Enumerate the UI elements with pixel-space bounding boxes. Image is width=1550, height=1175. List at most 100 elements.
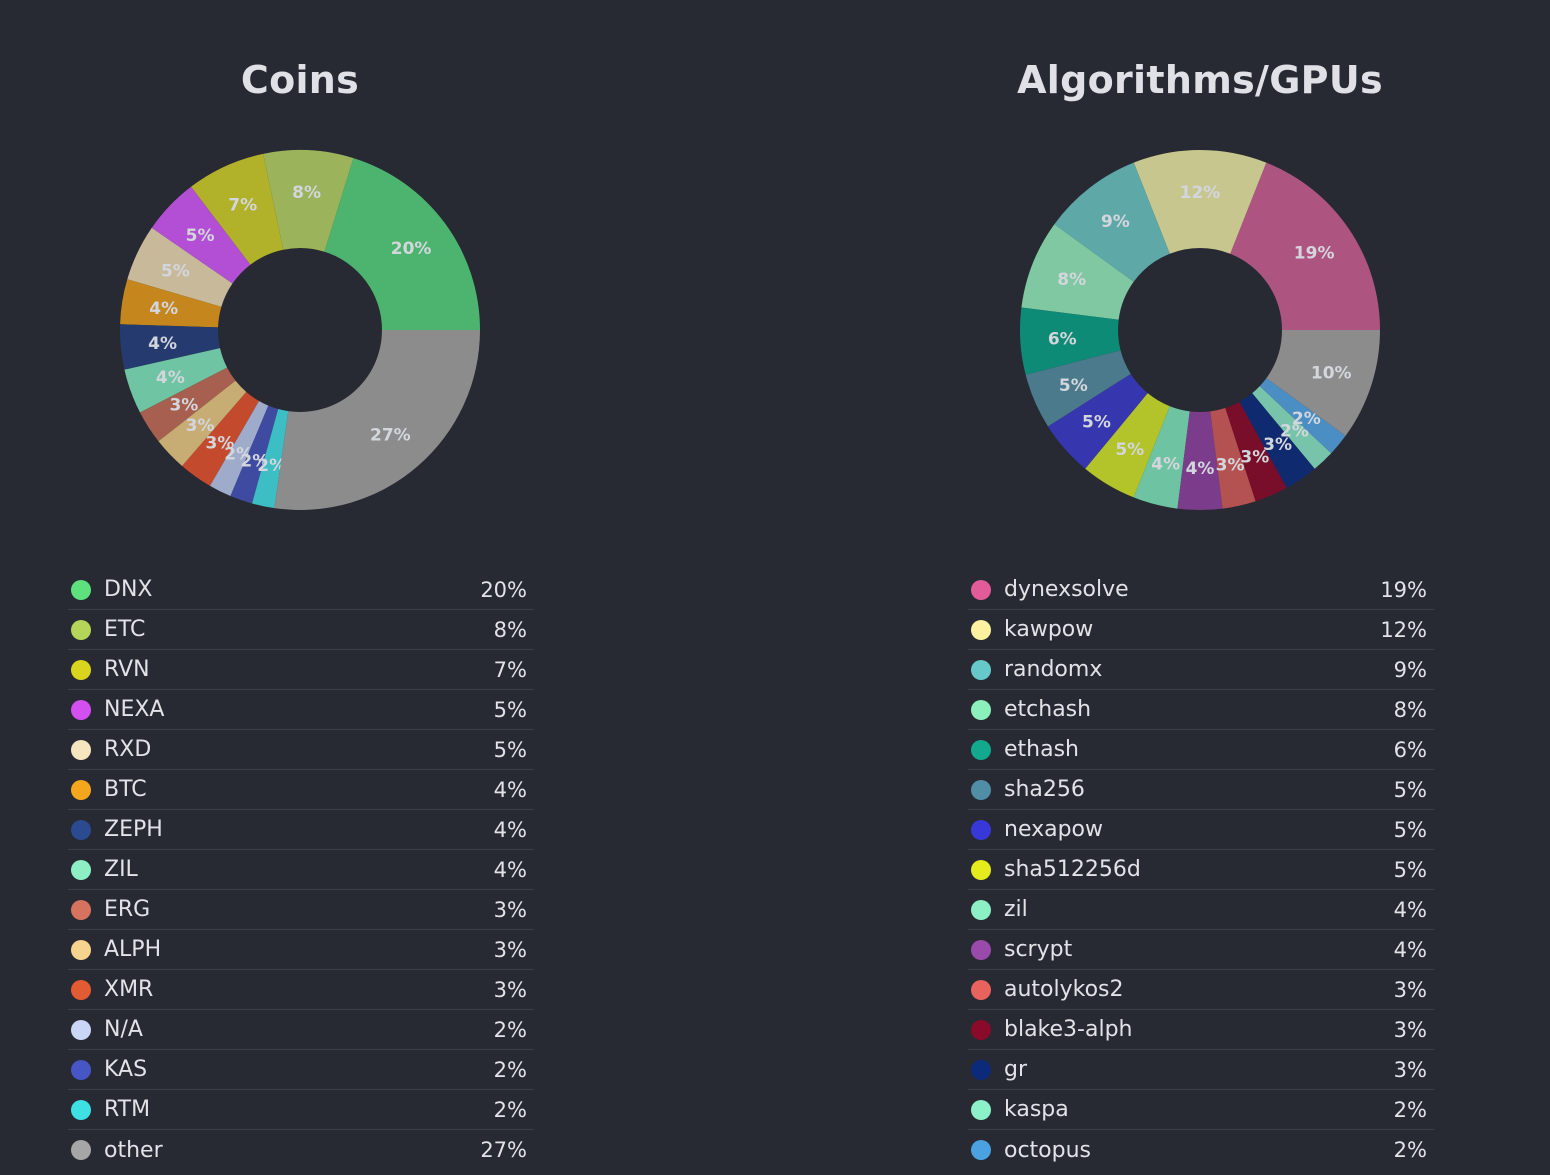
coins-slice-dnx[interactable] <box>324 158 480 330</box>
coins-legend-row-rvn[interactable]: RVN 7% <box>68 650 534 690</box>
algorithms-legend: dynexsolve 19% kawpow 12% randomx 9% etchash 8%… <box>968 570 1434 1170</box>
coins-slice-xmr[interactable] <box>182 391 259 486</box>
coins-legend-row-etc[interactable]: ETC 8% <box>68 610 534 650</box>
coins-slice-kas[interactable] <box>230 405 279 504</box>
coins-slice-rvn[interactable] <box>190 153 284 265</box>
algorithms-slice-gr[interactable] <box>1239 393 1315 488</box>
coins-slice-etc[interactable] <box>263 150 354 252</box>
coins-legend-row-zil[interactable]: ZIL 4% <box>68 850 534 890</box>
coins-legend-swatch <box>71 659 91 680</box>
algorithms-slice-ethash[interactable] <box>1020 307 1121 375</box>
algorithms-slice-octopus[interactable] <box>1259 378 1346 454</box>
coins-legend-row-zeph[interactable]: ZEPH 4% <box>68 810 534 850</box>
coins-legend-row-nexa[interactable]: NEXA 5% <box>68 690 534 730</box>
coins-slice-nexa[interactable] <box>151 186 251 284</box>
algorithms-legend-row-ethash[interactable]: ethash 6% <box>968 730 1434 770</box>
algorithms-legend-row-sha512256d[interactable]: sha512256d 5% <box>968 850 1434 890</box>
algorithms-slice-label-kawpow: 12% <box>1180 183 1221 203</box>
coins-slice-label-erg: 3% <box>169 396 198 416</box>
coins-legend-row-dnx[interactable]: DNX 20% <box>68 570 534 610</box>
coins-legend-label: NEXA <box>104 697 165 722</box>
coins-slice-rtm[interactable] <box>252 409 289 509</box>
coins-legend-label: DNX <box>104 577 153 602</box>
algorithms-legend-label: randomx <box>1004 657 1103 682</box>
coins-slice-zeph[interactable] <box>119 324 221 370</box>
algorithms-slice-autolykos2[interactable] <box>1210 407 1256 509</box>
coins-slice-label-zil: 4% <box>156 368 185 388</box>
algorithms-legend-swatch <box>971 619 991 640</box>
coins-slice-btc[interactable] <box>120 279 222 328</box>
coins-legend-row-rtm[interactable]: RTM 2% <box>68 1090 534 1130</box>
algorithms-slice-label-nexapow: 5% <box>1082 412 1111 432</box>
algorithms-legend-row-blake3-alph[interactable]: blake3-alph 3% <box>968 1010 1434 1050</box>
coins-legend-label: ALPH <box>104 937 162 962</box>
algorithms-legend-swatch <box>971 819 991 840</box>
coins-legend-swatch <box>71 979 91 1000</box>
algorithms-slice-label-sha256: 5% <box>1059 376 1088 396</box>
coins-legend-row-n-a[interactable]: N/A 2% <box>68 1010 534 1050</box>
algorithms-legend-row-dynexsolve[interactable]: dynexsolve 19% <box>968 570 1434 610</box>
algorithms-legend-row-etchash[interactable]: etchash 8% <box>968 690 1434 730</box>
coins-slice-erg[interactable] <box>140 367 236 442</box>
algorithms-legend-row-zil[interactable]: zil 4% <box>968 890 1434 930</box>
coins-legend-row-alph[interactable]: ALPH 3% <box>68 930 534 970</box>
algorithms-slice-label-blake3-alph: 3% <box>1240 448 1269 468</box>
algorithms-legend-swatch <box>971 979 991 1000</box>
algorithms-legend-row-kaspa[interactable]: kaspa 2% <box>968 1090 1434 1130</box>
coins-legend-row-rxd[interactable]: RXD 5% <box>68 730 534 770</box>
algorithms-slice-scrypt[interactable] <box>1177 411 1223 510</box>
algorithms-slice-label-sha512256d: 5% <box>1115 440 1144 460</box>
algorithms-legend-row-gr[interactable]: gr 3% <box>968 1050 1434 1090</box>
algorithms-legend-row-nexapow[interactable]: nexapow 5% <box>968 810 1434 850</box>
coins-slice-label-etc: 8% <box>292 183 321 203</box>
algorithms-slice-kawpow[interactable] <box>1133 150 1267 254</box>
algorithms-legend-row-octopus[interactable]: octopus 2% <box>968 1130 1434 1170</box>
coins-slice-other[interactable] <box>274 330 480 510</box>
algorithms-legend-value: 3% <box>1393 1017 1427 1042</box>
coins-legend-value: 2% <box>493 1057 527 1082</box>
algorithms-slice-sha256[interactable] <box>1025 350 1131 427</box>
algorithms-legend-row-autolykos2[interactable]: autolykos2 3% <box>968 970 1434 1010</box>
coins-slice-label-btc: 4% <box>149 299 178 319</box>
coins-slice-n-a[interactable] <box>210 401 269 497</box>
algorithms-slice-nexapow[interactable] <box>1048 373 1148 469</box>
coins-legend-label: ZEPH <box>104 817 163 842</box>
coins-legend-swatch <box>71 579 91 600</box>
algorithms-slice-dynexsolve[interactable] <box>1230 162 1380 330</box>
algorithms-slice-label-zil: 4% <box>1151 455 1180 475</box>
coins-slice-label-alph: 3% <box>186 416 215 436</box>
coins-legend-swatch <box>71 699 91 720</box>
algorithms-chart-title: Algorithms/GPUs <box>1017 58 1383 102</box>
algorithms-slice-randomx[interactable] <box>1054 162 1170 282</box>
algorithms-slice-other[interactable] <box>1266 330 1380 436</box>
coins-legend-row-xmr[interactable]: XMR 3% <box>68 970 534 1010</box>
algorithms-legend-row-scrypt[interactable]: scrypt 4% <box>968 930 1434 970</box>
coins-legend-swatch <box>71 739 91 760</box>
coins-legend-value: 3% <box>493 897 527 922</box>
algorithms-slice-blake3-alph[interactable] <box>1225 401 1287 502</box>
coins-legend-row-kas[interactable]: KAS 2% <box>68 1050 534 1090</box>
algorithms-legend-label: octopus <box>1004 1137 1092 1163</box>
algorithms-legend-value: 19% <box>1380 577 1427 602</box>
algorithms-slice-label-octopus: 2% <box>1292 409 1321 429</box>
coins-legend-label: ETC <box>104 617 146 642</box>
coins-legend-label: other <box>104 1137 163 1163</box>
algorithms-slice-etchash[interactable] <box>1021 224 1134 320</box>
coins-slice-label-kas: 2% <box>240 451 269 471</box>
algorithms-legend-swatch <box>971 659 991 680</box>
algorithms-slice-sha512256d[interactable] <box>1085 393 1170 498</box>
coins-slice-zil[interactable] <box>124 348 228 413</box>
algorithms-legend-row-kawpow[interactable]: kawpow 12% <box>968 610 1434 650</box>
algorithms-legend-row-sha256[interactable]: sha256 5% <box>968 770 1434 810</box>
algorithms-legend-row-randomx[interactable]: randomx 9% <box>968 650 1434 690</box>
coins-slice-rxd[interactable] <box>127 227 233 307</box>
coins-slice-alph[interactable] <box>158 380 247 467</box>
coins-chart-title: Coins <box>240 58 360 102</box>
coins-legend-row-erg[interactable]: ERG 3% <box>68 890 534 930</box>
coins-legend-row-other[interactable]: other 27% <box>68 1130 534 1170</box>
coins-legend-swatch <box>71 859 91 880</box>
coins-legend-row-btc[interactable]: BTC 4% <box>68 770 534 810</box>
algorithms-slice-kaspa[interactable] <box>1252 386 1332 469</box>
algorithms-slice-zil[interactable] <box>1133 406 1190 509</box>
algorithms-legend-label: zil <box>1004 897 1028 922</box>
